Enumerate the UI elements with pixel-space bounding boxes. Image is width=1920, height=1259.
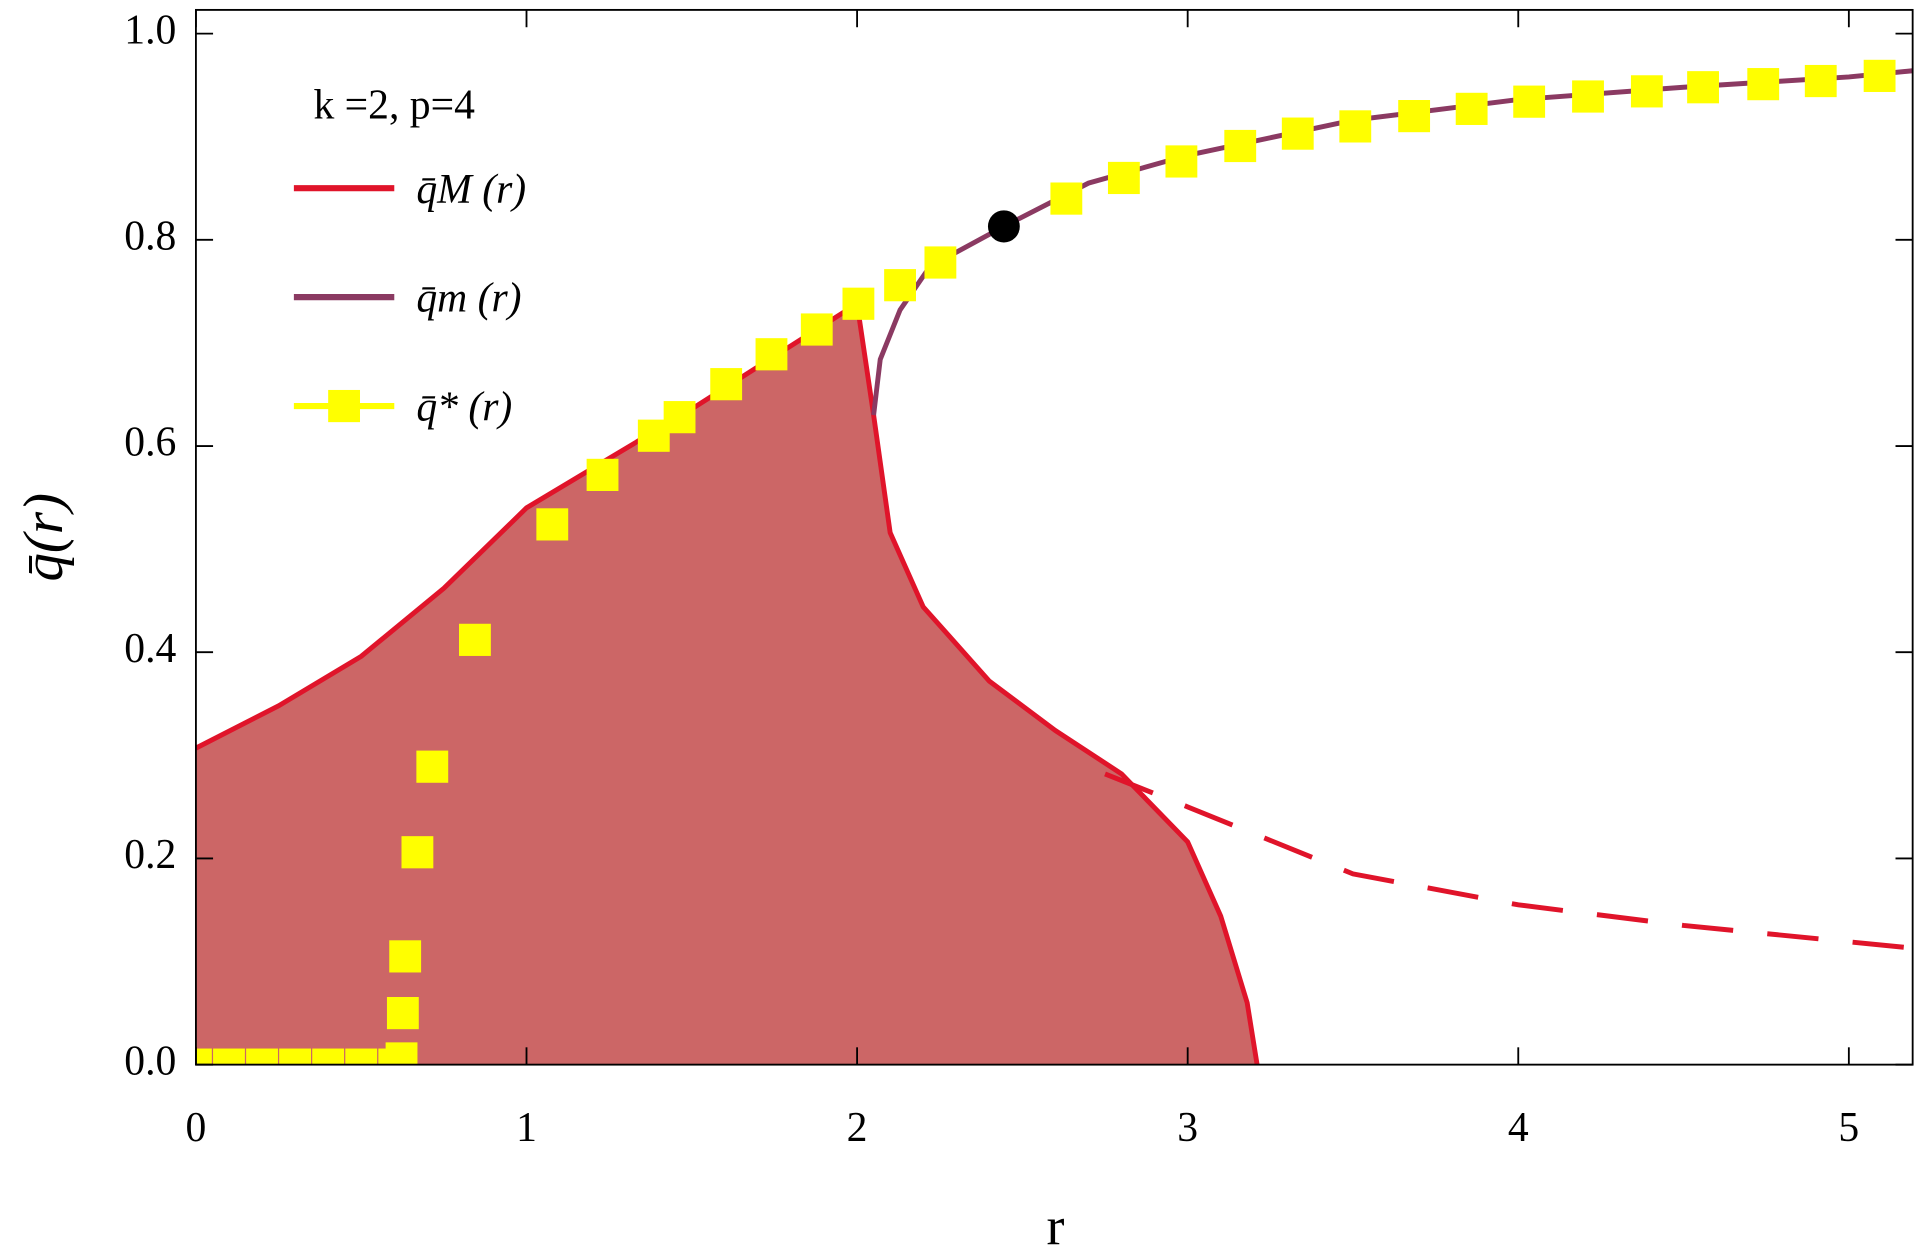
x-tick-label: 2 bbox=[847, 1105, 868, 1151]
marker bbox=[1687, 71, 1719, 104]
y-axis-label: q̄(r) bbox=[13, 493, 75, 582]
y-tick-label: 0.4 bbox=[124, 626, 176, 672]
marker bbox=[459, 623, 491, 656]
y-tick-label: 0.6 bbox=[124, 419, 176, 465]
marker bbox=[345, 1048, 378, 1065]
marker bbox=[924, 246, 957, 279]
series-line bbox=[1104, 771, 1913, 951]
marker bbox=[755, 338, 788, 371]
marker bbox=[586, 458, 619, 491]
marker bbox=[1339, 110, 1372, 143]
plot-area bbox=[195, 59, 1913, 1065]
plot-frame bbox=[194, 8, 1914, 1066]
series-line bbox=[195, 299, 1260, 1065]
annotation: k =2, p=4 bbox=[313, 82, 475, 128]
marker bbox=[1804, 64, 1837, 98]
marker bbox=[1513, 85, 1546, 118]
point bbox=[987, 210, 1020, 243]
x-axis-label: r bbox=[1047, 1196, 1065, 1256]
legend-marker bbox=[328, 389, 360, 423]
marker bbox=[842, 287, 875, 320]
y-tick-label: 0.2 bbox=[124, 832, 176, 878]
marker bbox=[213, 1048, 245, 1065]
marker bbox=[1281, 117, 1314, 150]
x-tick-label: 5 bbox=[1838, 1105, 1859, 1151]
marker bbox=[1863, 59, 1896, 92]
x-tick-label: 0 bbox=[186, 1105, 207, 1151]
marker bbox=[1747, 68, 1780, 101]
marker bbox=[386, 996, 419, 1030]
marker bbox=[663, 401, 696, 434]
legend-label: q̄M (r) bbox=[416, 167, 526, 213]
region-fill bbox=[195, 303, 1258, 1065]
marker bbox=[246, 1048, 278, 1065]
marker bbox=[312, 1048, 345, 1065]
y-tick-label: 0.0 bbox=[124, 1038, 176, 1084]
legend-label: q̄m (r) bbox=[416, 276, 521, 322]
marker bbox=[884, 269, 916, 302]
series-line bbox=[871, 68, 1913, 416]
marker bbox=[1630, 75, 1663, 108]
marker bbox=[1224, 129, 1257, 163]
marker bbox=[416, 750, 449, 783]
marker bbox=[800, 313, 833, 346]
x-tick-label: 3 bbox=[1177, 1105, 1198, 1151]
x-tick-label: 1 bbox=[516, 1105, 537, 1151]
y-tick-label: 0.8 bbox=[124, 213, 176, 259]
marker bbox=[279, 1048, 312, 1065]
marker bbox=[710, 368, 743, 401]
marker bbox=[536, 508, 569, 541]
marker bbox=[401, 836, 434, 869]
marker bbox=[385, 1042, 418, 1065]
legend-label: q̄* (r) bbox=[416, 384, 512, 430]
marker bbox=[1398, 100, 1431, 133]
marker bbox=[389, 940, 422, 973]
marker bbox=[1050, 182, 1083, 215]
x-tick-label: 4 bbox=[1508, 1105, 1529, 1151]
marker bbox=[195, 1048, 212, 1065]
marker bbox=[1572, 80, 1604, 113]
marker bbox=[1455, 92, 1488, 125]
marker bbox=[1107, 161, 1140, 195]
y-tick-label: 1.0 bbox=[124, 7, 176, 53]
marker bbox=[1165, 145, 1198, 178]
